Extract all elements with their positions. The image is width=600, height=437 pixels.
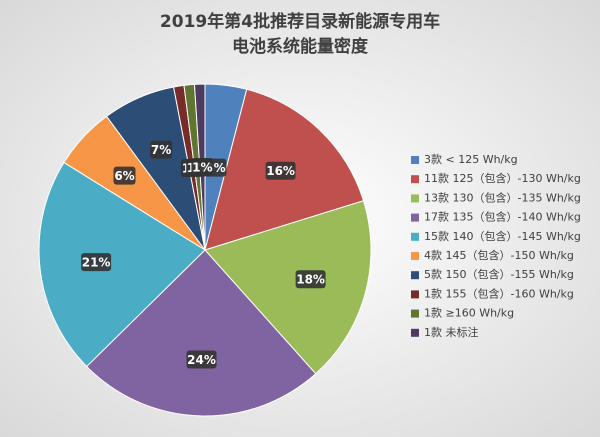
legend-swatch — [411, 156, 419, 164]
data-label: 7% — [151, 143, 171, 157]
legend-swatch — [411, 290, 419, 299]
pie-slice — [38, 161, 206, 368]
data-label-box — [81, 253, 112, 272]
data-label: 24% — [187, 353, 216, 367]
legend-label: 13款 130（包含）-135 Wh/kg — [424, 190, 581, 204]
legend-swatch — [411, 309, 419, 318]
legend-label: 1款 ≥160 Wh/kg — [424, 306, 514, 320]
pie-slice — [85, 249, 317, 417]
data-label: 21% — [82, 256, 111, 270]
data-label-box — [113, 166, 136, 185]
legend-label: 17款 135（包含）-140 Wh/kg — [424, 210, 581, 224]
legend-swatch — [411, 271, 419, 280]
legend-swatch — [411, 252, 419, 260]
data-label-box — [265, 161, 296, 180]
data-label-box — [150, 140, 173, 159]
legend-swatch — [411, 232, 419, 241]
data-label: 18% — [296, 273, 325, 287]
legend-swatch — [411, 175, 419, 184]
data-label: 1% — [192, 161, 212, 175]
data-label-box — [295, 270, 326, 289]
legend-swatch — [411, 194, 419, 203]
data-label: 16% — [266, 164, 295, 178]
chart-subtitle: 电池系统能量密度 — [232, 36, 369, 57]
chart-title: 2019年第4批推荐目录新能源专用车 — [160, 11, 440, 32]
legend-swatch — [411, 328, 419, 337]
legend-label: 4款 145（包含）-150 Wh/kg — [424, 248, 574, 262]
legend-swatch — [411, 213, 419, 222]
legend-label: 1款 155（包含）-160 Wh/kg — [424, 286, 574, 300]
legend-label: 15款 140（包含）-145 Wh/kg — [424, 229, 581, 243]
legend-label: 11款 125（包含）-130 Wh/kg — [424, 171, 581, 185]
pie-slice — [204, 200, 372, 375]
data-label-box — [191, 158, 214, 177]
legend-label: 1款 未标注 — [424, 325, 479, 339]
legend-label: 3款 < 125 Wh/kg — [424, 152, 518, 166]
data-label: 6% — [114, 169, 134, 183]
data-label-box — [186, 350, 217, 369]
legend-label: 5款 150（包含）-155 Wh/kg — [424, 267, 574, 281]
